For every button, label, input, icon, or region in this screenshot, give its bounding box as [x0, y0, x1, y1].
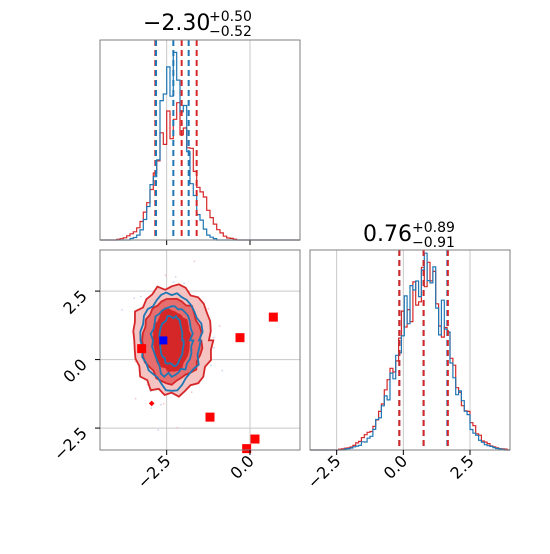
scatter-panel: −2.5 0.0 2.5 −2.5 0.0	[50, 249, 301, 492]
scatter-sample-point	[212, 336, 215, 339]
red-square-marker-0	[268, 312, 278, 322]
contour-a-level-1	[149, 305, 195, 379]
scatter-frame	[99, 249, 301, 451]
scatter-sample-point	[221, 369, 224, 372]
scatter-sample-point	[134, 360, 137, 363]
hist2-series-a	[310, 252, 510, 451]
red-square-marker-5	[137, 344, 147, 354]
red-square-marker-1	[235, 333, 245, 343]
scatter-sample-point	[207, 307, 210, 310]
param2-title-value: 0.76	[363, 222, 412, 247]
hist1-frame	[99, 39, 301, 241]
hist2-x-tick-label: 2.5	[446, 451, 477, 482]
hist2-panel: −2.5 0.0 2.5	[304, 249, 511, 492]
param1-title-upper: +0.50	[209, 9, 252, 25]
small-red-diamond-marker	[148, 400, 155, 407]
scatter-sample-point	[121, 309, 123, 311]
param2-title-lower: −0.91	[412, 235, 455, 251]
scatter-sample-point	[164, 274, 167, 277]
param2-title: 0.76 +0.89 −0.91	[363, 220, 455, 251]
hist1-panel	[99, 39, 301, 245]
scatter-ytick-label: 2.5	[59, 286, 90, 317]
scatter-sample-point	[160, 403, 162, 406]
hist2-x-tick-label: −2.5	[304, 451, 345, 492]
hist2-frame	[309, 249, 511, 451]
scatter-sample-point	[140, 295, 142, 298]
scatter-x-tick-label: 0.0	[226, 451, 257, 482]
scatter-sample-point	[150, 407, 153, 409]
scatter-sample-point	[133, 297, 136, 300]
scatter-sample-point	[172, 281, 175, 284]
scatter-sample-point	[210, 364, 212, 367]
red-square-marker-4	[242, 444, 252, 454]
red-square-marker-2	[205, 412, 215, 422]
param1-title-lower: −0.52	[209, 24, 252, 40]
hist2-series-b	[310, 261, 510, 451]
scatter-sample-point	[218, 325, 221, 327]
blue-square-marker	[159, 336, 168, 345]
scatter-sample-point	[146, 383, 149, 386]
red-square-marker-3	[250, 434, 260, 444]
scatter-sample-point	[162, 402, 165, 405]
scatter-sample-point	[176, 426, 179, 429]
param1-title: −2.30 +0.50 −0.52	[143, 9, 252, 40]
scatter-sample-point	[157, 429, 160, 431]
scatter-sample-point	[134, 397, 137, 400]
scatter-sample-point	[213, 346, 215, 349]
scatter-x-tick-label: −2.5	[134, 451, 175, 492]
scatter-ytick-label: 0.0	[59, 355, 90, 386]
scatter-sample-point	[190, 391, 193, 394]
hist2-x-tick-label: 0.0	[380, 451, 411, 482]
scatter-sample-point	[183, 282, 186, 285]
param2-title-upper: +0.89	[412, 220, 455, 236]
scatter-ytick-label: −2.5	[50, 423, 91, 464]
hist1-series-a	[100, 51, 300, 241]
scatter-sample-point	[174, 276, 177, 278]
scatter-sample-point	[193, 260, 196, 263]
param1-title-value: −2.30	[143, 11, 210, 36]
